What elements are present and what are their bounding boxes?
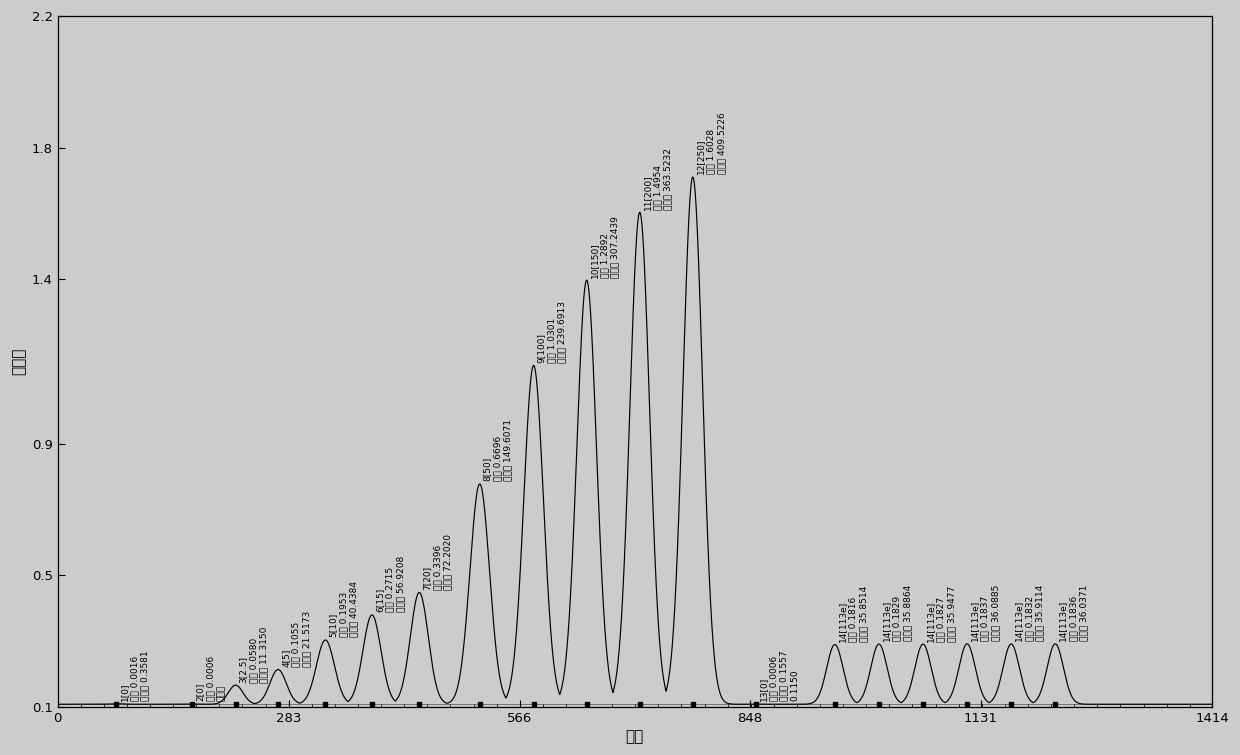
Text: 6[15]
峰高 0.2715
峰面积 56.9208: 6[15] 峰高 0.2715 峰面积 56.9208 — [376, 556, 405, 612]
Text: 12[250]
峰高 1.6028
峰面积 409.5226: 12[250] 峰高 1.6028 峰面积 409.5226 — [696, 112, 725, 174]
Text: 13[0]
峰高 0.0006
峰面积 0.1557
0.1150: 13[0] 峰高 0.0006 峰面积 0.1557 0.1150 — [759, 651, 799, 701]
Y-axis label: 吸光度: 吸光度 — [11, 348, 26, 375]
Text: 4[5]
峰高 0.1055
峰面积 21.5173: 4[5] 峰高 0.1055 峰面积 21.5173 — [281, 611, 311, 667]
Text: 11[200]
峰高 1.4954
峰面积 363.5232: 11[200] 峰高 1.4954 峰面积 363.5232 — [644, 148, 673, 210]
Text: 9[100]
峰高 1.0301
峰面积 239.6913: 9[100] 峰高 1.0301 峰面积 239.6913 — [537, 300, 567, 362]
Text: 1[0]
峰高 0.0016
峰面积 0.3581: 1[0] 峰高 0.0016 峰面积 0.3581 — [120, 651, 150, 701]
X-axis label: 时间: 时间 — [626, 729, 644, 744]
Text: 14[113e]
峰高 0.1832
峰面积 35.9114: 14[113e] 峰高 0.1832 峰面积 35.9114 — [1014, 585, 1044, 641]
Text: 7[20]
峰高 0.3396
峰面积 72.2020: 7[20] 峰高 0.3396 峰面积 72.2020 — [423, 534, 453, 590]
Text: 10[150]
峰高 1.2892
峰面积 307.2439: 10[150] 峰高 1.2892 峰面积 307.2439 — [590, 216, 620, 278]
Text: 2[0]
峰高 0.0006
峰面积: 2[0] 峰高 0.0006 峰面积 — [196, 656, 226, 701]
Text: 3[2.5]
峰高 0.0580
峰面积 11.3150: 3[2.5] 峰高 0.0580 峰面积 11.3150 — [239, 626, 269, 683]
Text: 5[10]
峰高 0.1953
峰面积 40.4384: 5[10] 峰高 0.1953 峰面积 40.4384 — [329, 581, 358, 637]
Text: 14[113e]
峰高 0.1836
峰面积 36.0371: 14[113e] 峰高 0.1836 峰面积 36.0371 — [1059, 585, 1089, 641]
Text: 14[113e]
峰高 0.1837
峰面积 36.0885: 14[113e] 峰高 0.1837 峰面积 36.0885 — [971, 585, 1001, 641]
Text: 14[113e]
峰高 0.1829
峰面积 35.8864: 14[113e] 峰高 0.1829 峰面积 35.8864 — [882, 585, 911, 642]
Text: 8[50]
峰高 0.6696
峰面积 149.6071: 8[50] 峰高 0.6696 峰面积 149.6071 — [484, 419, 513, 482]
Text: 14[113e]
峰高 0.1816
峰面积 35.8514: 14[113e] 峰高 0.1816 峰面积 35.8514 — [838, 586, 868, 642]
Text: 14[113e]
峰高 0.1827
峰面积 35.9477: 14[113e] 峰高 0.1827 峰面积 35.9477 — [926, 585, 956, 642]
